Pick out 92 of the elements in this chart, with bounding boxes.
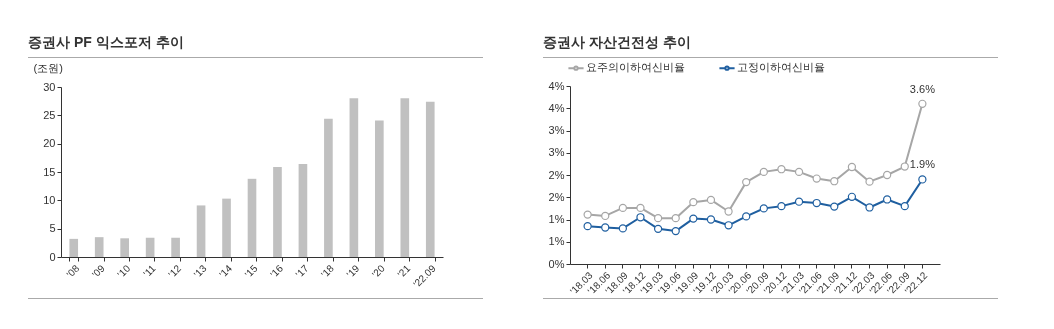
point (671, 214, 680, 223)
point (601, 211, 610, 221)
data-label: 1.9% (909, 158, 936, 171)
x-tick-label: '15 (242, 262, 260, 280)
y-tick-label: 2% (548, 168, 565, 181)
x-tick-label: '11 (141, 262, 159, 280)
point (794, 197, 804, 206)
point (847, 192, 857, 201)
point (618, 224, 627, 233)
bar (171, 237, 180, 257)
y-tick-label: 1% (548, 213, 565, 225)
data-label: 3.6% (909, 82, 936, 95)
y-tick-label: 20 (43, 137, 56, 150)
x-tick-label: '19 (344, 262, 362, 280)
point (777, 202, 786, 211)
point (601, 223, 610, 232)
point (794, 167, 804, 177)
x-tick-label: '18 (318, 262, 337, 280)
bar (120, 238, 129, 257)
bar (94, 237, 104, 257)
point (759, 204, 768, 213)
x-tick-label: '13 (191, 262, 209, 280)
x-tick-label: '10 (115, 262, 133, 280)
point (653, 224, 663, 233)
y-tick-label: 4% (548, 79, 565, 92)
y-tick-label: 5 (49, 222, 56, 235)
y-tick-label: 10 (43, 193, 56, 206)
point (742, 212, 751, 221)
point (636, 213, 645, 222)
x-tick-label: '08 (64, 262, 82, 280)
chart-title: 증권사 PF 익스포저 추이 (28, 33, 185, 52)
point (706, 195, 716, 205)
bar (69, 238, 79, 257)
point (900, 202, 909, 211)
y-tick-label: 0% (548, 257, 565, 270)
bar (400, 98, 410, 257)
y-tick-label: 2% (548, 190, 565, 203)
point (618, 203, 627, 213)
point (883, 195, 892, 204)
point (865, 203, 874, 212)
point (653, 214, 663, 223)
point (724, 221, 733, 230)
point (583, 222, 592, 231)
bar (425, 101, 435, 257)
y-tick-label: 3% (548, 124, 565, 136)
point (918, 99, 927, 108)
x-tick-label: '20 (369, 262, 388, 280)
y-axis-title: (조원) (33, 61, 63, 74)
point (689, 198, 698, 207)
point (759, 167, 768, 177)
bar (324, 118, 333, 257)
bar (247, 178, 257, 257)
y-tick-label: 1% (548, 235, 565, 248)
point (812, 174, 821, 183)
point (865, 177, 874, 186)
point (742, 177, 751, 187)
point (918, 175, 927, 184)
y-tick-label: 4% (548, 101, 565, 114)
point (812, 198, 821, 208)
bar (273, 166, 282, 257)
bar (196, 205, 206, 257)
legend-label: 고정이하여신비율 (737, 61, 825, 74)
chart-title: 증권사 자산건전성 추이 (543, 33, 692, 52)
y-tick-label: 3% (548, 146, 565, 159)
point (689, 214, 698, 223)
y-tick-label: 15 (43, 165, 56, 178)
point (847, 162, 857, 172)
point (830, 177, 839, 186)
legend-label: 요주의이하여신비율 (586, 61, 685, 74)
x-tick-label: '16 (268, 262, 286, 280)
bar (145, 237, 155, 257)
bar (375, 120, 384, 257)
x-tick-label: '21 (395, 262, 413, 280)
x-tick-label: '12 (166, 262, 184, 280)
bar (298, 164, 308, 257)
point (583, 210, 592, 219)
point (883, 170, 892, 180)
point (900, 162, 909, 171)
y-tick-label: 0 (49, 250, 56, 263)
bar (222, 198, 231, 257)
bar (349, 98, 359, 257)
point (724, 207, 733, 216)
point (830, 202, 839, 211)
y-tick-label: 30 (43, 80, 56, 93)
point (777, 165, 786, 174)
x-tick-label: '17 (293, 262, 311, 280)
point (671, 226, 680, 236)
y-tick-label: 25 (43, 108, 56, 121)
point (706, 215, 716, 224)
x-tick-label: '14 (217, 262, 235, 280)
point (636, 203, 645, 213)
x-tick-label: '09 (89, 262, 108, 280)
